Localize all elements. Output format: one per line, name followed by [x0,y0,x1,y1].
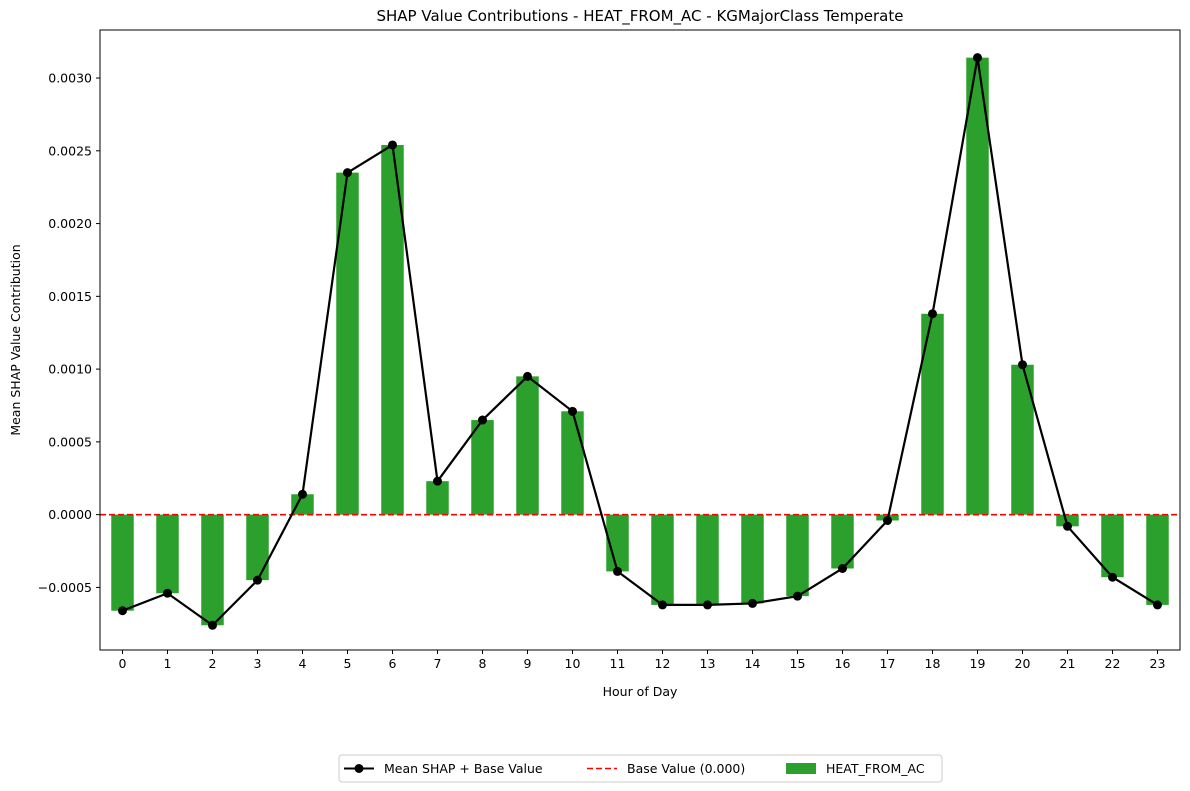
bar-hour-20 [1011,364,1034,515]
y-tick-label: 0.0020 [48,216,92,231]
x-tick-label: 0 [119,656,127,671]
mean-shap-point-hour-13 [703,600,712,610]
x-tick-label: 15 [790,656,806,671]
bar-hour-6 [381,144,404,515]
mean-shap-point-hour-7 [433,476,442,486]
mean-shap-point-hour-12 [658,600,667,610]
mean-shap-point-hour-22 [1108,572,1117,582]
x-tick-label: 2 [209,656,217,671]
legend-bar-swatch [786,763,816,774]
bar-hour-8 [471,420,494,515]
mean-shap-point-hour-11 [613,566,622,576]
bar-hour-23 [1146,514,1169,605]
bar-hour-16 [831,514,854,569]
mean-shap-point-hour-14 [748,598,757,608]
bar-hour-0 [111,514,134,611]
x-tick-label: 17 [880,656,896,671]
x-tick-label: 8 [479,656,487,671]
plot-frame [99,29,1181,651]
x-tick-label: 20 [1015,656,1031,671]
x-tick-label: 13 [700,656,716,671]
x-tick-label: 3 [254,656,262,671]
bar-hour-2 [201,514,224,626]
mean-shap-point-hour-23 [1153,600,1162,610]
mean-shap-point-hour-8 [478,415,487,425]
legend-label-heat-from-ac: HEAT_FROM_AC [826,761,925,776]
mean-shap-point-hour-17 [883,515,892,525]
mean-shap-point-hour-5 [343,168,352,178]
bar-hour-18 [921,313,944,515]
mean-shap-point-hour-19 [973,53,982,63]
x-tick-label: 11 [610,656,626,671]
y-tick-label: 0.0010 [48,362,92,377]
chart-title: SHAP Value Contributions - HEAT_FROM_AC … [377,7,904,26]
legend-box [338,754,943,783]
x-tick-label: 18 [925,656,941,671]
mean-shap-point-hour-16 [838,563,847,573]
bar-hour-4 [291,494,314,515]
mean-shap-point-hour-0 [118,606,127,616]
bar-hour-7 [426,481,449,515]
bar-hour-12 [651,514,674,605]
bar-hour-11 [606,514,629,572]
mean-shap-point-hour-10 [568,406,577,416]
mean-shap-point-hour-4 [298,489,307,499]
mean-shap-point-hour-21 [1063,521,1072,531]
x-tick-label: 12 [655,656,671,671]
bar-hour-9 [516,376,539,515]
x-tick-label: 10 [565,656,581,671]
x-tick-label: 6 [389,656,397,671]
legend-label-base-value: Base Value (0.000) [627,761,745,776]
x-tick-label: 5 [344,656,352,671]
mean-shap-point-hour-2 [208,620,217,630]
mean-shap-line [122,56,1159,627]
y-tick-label: 0.0005 [48,434,92,449]
mean-shap-point-hour-6 [388,140,397,150]
mean-shap-point-hour-18 [928,309,937,319]
mean-shap-point-hour-9 [523,371,532,381]
bar-hour-19 [966,57,989,515]
bar-hour-14 [741,514,764,604]
y-tick-label: 0.0025 [48,143,92,158]
x-tick-label: 16 [835,656,851,671]
legend-label-mean-shap: Mean SHAP + Base Value [384,761,543,776]
mean-shap-point-hour-15 [793,591,802,601]
x-tick-label: 22 [1105,656,1121,671]
bar-hour-3 [246,514,269,581]
mean-shap-point-hour-1 [163,588,172,598]
line-layer [118,53,1162,630]
x-axis: 0 1 2 3 4 5 6 7 8 9 10 11 12 13 14 15 16 17 18 19 20 21 22 23 [119,650,1166,671]
y-axis: −0.0005 0.0000 0.0005 0.0010 0.0015 0.0020 0.0… [38,71,100,595]
y-axis-title: Mean SHAP Value Contribution [8,244,23,435]
x-tick-label: 23 [1150,656,1166,671]
y-tick-label: 0.0000 [48,507,92,522]
bar-hour-22 [1101,514,1124,578]
bar-hour-21 [1056,514,1079,527]
x-tick-label: 1 [164,656,172,671]
x-tick-label: 7 [434,656,442,671]
bar-hour-13 [696,514,719,605]
bar-hour-1 [156,514,179,594]
x-tick-label: 9 [524,656,532,671]
x-axis-title: Hour of Day [603,684,678,699]
x-tick-label: 21 [1060,656,1076,671]
y-tick-label: 0.0030 [48,71,92,86]
bar-hour-5 [336,172,359,515]
x-tick-label: 14 [745,656,761,671]
x-tick-label: 19 [970,656,986,671]
y-tick-label: −0.0005 [38,580,92,595]
mean-shap-point-hour-20 [1018,360,1027,370]
bar-hour-15 [786,514,809,597]
bars-layer [111,57,1169,626]
mean-shap-point-hour-3 [253,575,262,585]
bar-hour-10 [561,411,584,515]
x-tick-label: 4 [299,656,307,671]
legend-line-marker [354,764,364,773]
legend: Mean SHAP + Base Value Base Value (0.000… [338,754,943,783]
y-tick-label: 0.0015 [48,289,92,304]
